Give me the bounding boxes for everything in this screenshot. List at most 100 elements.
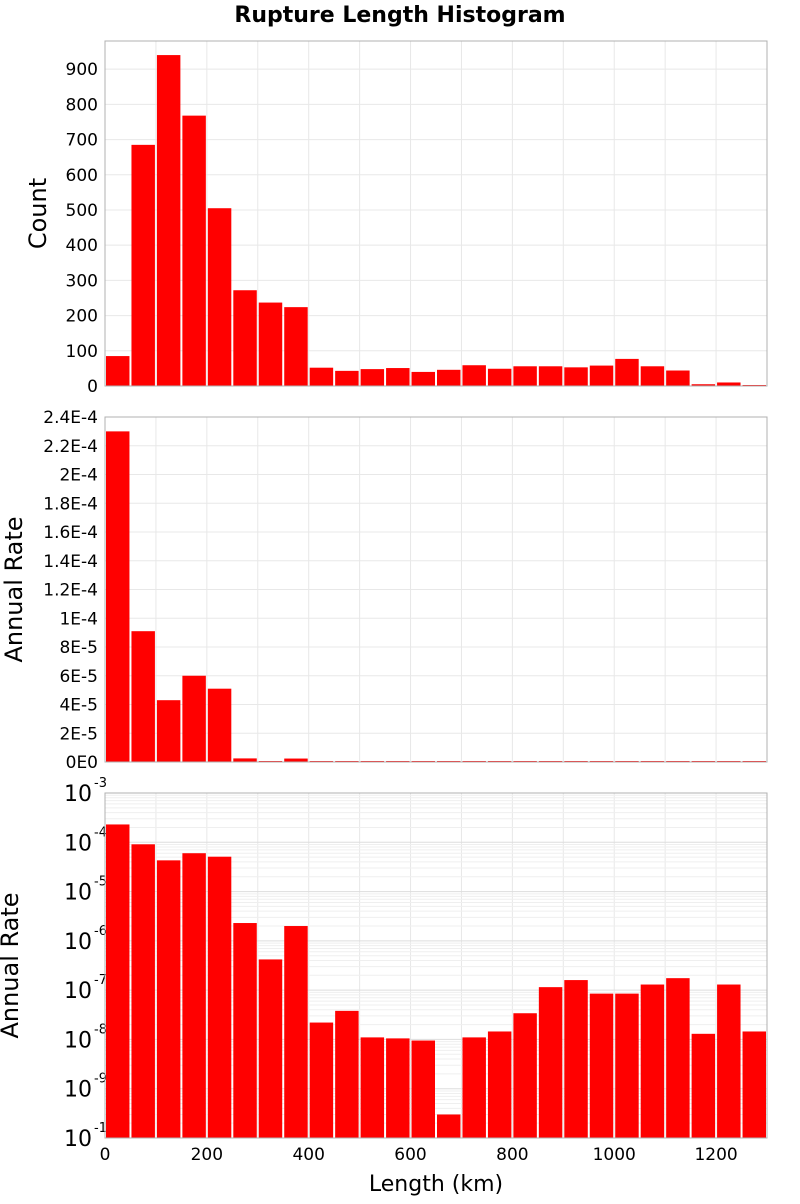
bar-1-3 <box>156 55 181 386</box>
bar-1-20 <box>589 365 614 386</box>
bar-3-1 <box>106 824 130 1138</box>
y-tick-label: 600 <box>66 166 98 186</box>
bar-3-19 <box>564 980 588 1138</box>
y-tick-label: 0 <box>87 377 98 397</box>
y-tick-label: 1.8E-4 <box>43 494 98 514</box>
y-tick-exponent: -6 <box>94 924 107 939</box>
bar-3-26 <box>742 1031 766 1138</box>
y-tick-exponent: -8 <box>94 1022 107 1037</box>
bar-3-9 <box>309 1022 334 1138</box>
y-tick-label: 1.4E-4 <box>43 552 98 572</box>
y-tick-label: 10 <box>64 782 92 807</box>
bar-2-8 <box>284 758 308 762</box>
y-tick-exponent: -9 <box>94 1072 107 1087</box>
bar-3-7 <box>258 959 283 1138</box>
bar-1-4 <box>182 115 206 386</box>
y-tick-label: 10 <box>64 1078 92 1103</box>
bar-3-5 <box>207 856 232 1138</box>
bar-1-10 <box>335 370 359 386</box>
y-tick-label: 200 <box>66 307 98 327</box>
y-tick-label: 0E0 <box>66 753 98 773</box>
y-tick-label: 400 <box>66 236 98 256</box>
y-tick-label: 700 <box>66 131 98 151</box>
bar-3-11 <box>360 1037 385 1138</box>
x-axis-label: Length (km) <box>369 1172 503 1197</box>
x-tick-label: 400 <box>292 1145 324 1165</box>
bar-3-3 <box>156 860 181 1138</box>
bar-3-13 <box>411 1040 435 1138</box>
y-tick-label: 1E-4 <box>59 609 98 629</box>
bar-1-12 <box>386 368 410 386</box>
bar-2-6 <box>233 758 257 762</box>
y-tick-exponent: -3 <box>94 776 107 791</box>
bar-1-21 <box>615 358 639 386</box>
y-tick-label: 4E-5 <box>59 696 98 716</box>
bar-1-6 <box>233 290 257 386</box>
bar-1-18 <box>538 366 563 386</box>
y-tick-exponent: -5 <box>94 875 107 890</box>
bar-3-18 <box>538 987 563 1138</box>
y-tick-label: 1.2E-4 <box>43 581 98 601</box>
bar-2-2 <box>131 631 155 762</box>
bar-3-10 <box>335 1010 359 1138</box>
y-tick-label: 2E-5 <box>59 724 98 744</box>
bar-1-19 <box>564 367 588 386</box>
y-axis-label-2: Annual Rate <box>0 516 28 662</box>
bar-1-7 <box>258 302 283 386</box>
bar-1-25 <box>717 382 741 386</box>
x-tick-label: 600 <box>394 1145 426 1165</box>
bar-3-14 <box>437 1114 461 1138</box>
bar-2-5 <box>207 688 232 762</box>
y-tick-label: 10 <box>64 1028 92 1053</box>
bar-1-9 <box>309 367 334 386</box>
y-tick-label: 500 <box>66 201 98 221</box>
bar-1-15 <box>462 365 486 386</box>
x-tick-label: 0 <box>100 1145 111 1165</box>
y-tick-label: 800 <box>66 95 98 115</box>
bar-1-11 <box>360 369 385 386</box>
bar-1-24 <box>691 384 716 386</box>
chart-title: Rupture Length Histogram <box>234 3 565 28</box>
bar-3-25 <box>717 984 741 1138</box>
bar-3-12 <box>386 1038 410 1138</box>
y-axis-label-3: Annual Rate <box>0 892 24 1038</box>
bar-2-4 <box>182 675 206 762</box>
bar-3-8 <box>284 926 308 1138</box>
y-tick-label: 10 <box>64 1127 92 1152</box>
plot-frame-1 <box>104 40 768 387</box>
bar-1-1 <box>106 356 130 386</box>
y-tick-exponent: -4 <box>94 825 107 840</box>
bar-1-14 <box>437 369 461 386</box>
bar-3-6 <box>233 923 257 1138</box>
bar-1-2 <box>131 144 155 386</box>
bar-3-20 <box>589 993 614 1138</box>
bar-1-13 <box>411 371 435 386</box>
x-tick-label: 1200 <box>694 1145 737 1165</box>
y-tick-label: 10 <box>64 881 92 906</box>
y-tick-label: 300 <box>66 271 98 291</box>
bar-1-22 <box>640 366 665 386</box>
bar-1-16 <box>487 368 512 386</box>
bar-3-2 <box>131 844 155 1138</box>
bar-1-5 <box>207 208 232 386</box>
y-tick-label: 2.4E-4 <box>43 408 98 428</box>
y-tick-label: 10 <box>64 831 92 856</box>
y-tick-label: 10 <box>64 979 92 1004</box>
bar-1-17 <box>513 366 537 386</box>
plot-frame-2 <box>104 416 768 763</box>
bar-3-23 <box>666 978 690 1138</box>
y-tick-label: 1.6E-4 <box>43 523 98 543</box>
y-tick-label: 2.2E-4 <box>43 437 98 457</box>
y-tick-label: 2E-4 <box>59 466 98 486</box>
x-tick-label: 200 <box>191 1145 223 1165</box>
bar-1-8 <box>284 307 308 386</box>
bar-1-23 <box>666 370 690 386</box>
y-tick-label: 900 <box>66 60 98 80</box>
plot-frame-3 <box>104 792 768 1139</box>
y-tick-label: 100 <box>66 342 98 362</box>
y-tick-exponent: -7 <box>94 973 107 988</box>
bar-3-24 <box>691 1033 716 1138</box>
bar-2-1 <box>106 431 130 762</box>
